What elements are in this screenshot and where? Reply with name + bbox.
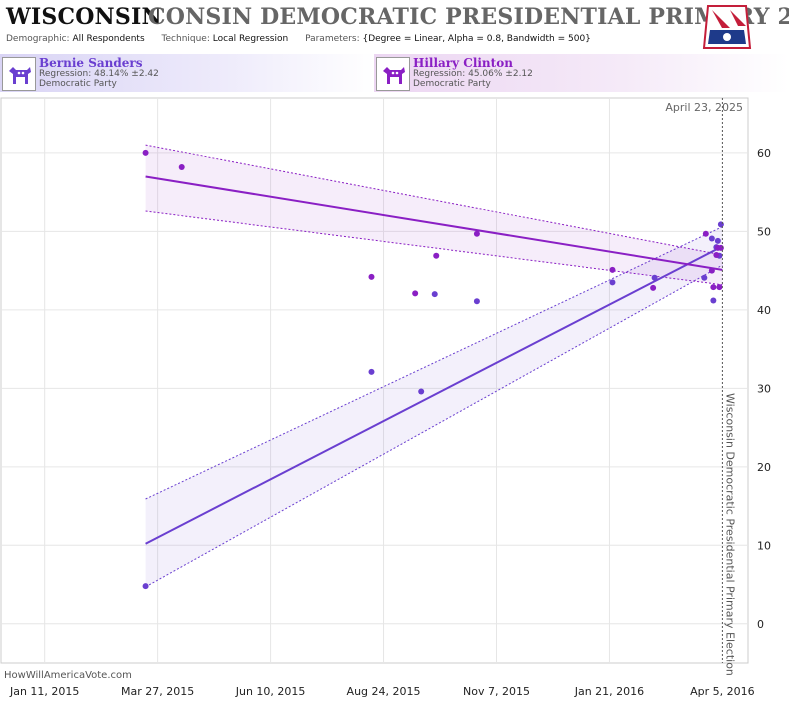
x-tick-label: Jun 10, 2015 [235,685,306,698]
band-lower-line [145,210,723,286]
candidate-party: Democratic Party [413,79,491,89]
band-upper-line [145,144,723,256]
poll-point [710,284,717,291]
y-tick-label: 40 [757,304,771,317]
candidate-card-sanders: Bernie Sanders Regression: 48.14% ±2.42 … [0,54,375,92]
param-value-parameters: {Degree = Linear, Alpha = 0.8, Bandwidth… [362,34,591,44]
site-footer: HowWillAmericaVote.com [4,670,132,681]
poll-point [708,235,715,242]
x-tick-label: Mar 27, 2015 [121,685,194,698]
poll-point [142,583,149,590]
poll-point [702,230,709,237]
param-value-technique: Local Regression [212,34,289,44]
trend-line [145,245,723,545]
poll-point [717,244,724,251]
candidate-name: Bernie Sanders [39,56,143,70]
param-value-demographic: All Respondents [72,34,145,44]
poll-point [368,273,375,280]
candidate-regression: Regression: 48.14% ±2.42 [39,69,159,79]
poll-point [473,230,480,237]
poll-point [651,274,658,281]
candidate-regression: Regression: 45.06% ±2.12 [413,69,533,79]
title-state: WISCONSIN [6,4,162,30]
x-tick-label: Apr 5, 2016 [690,685,755,698]
param-key-parameters: Parameters: [305,34,360,44]
confidence-band [145,145,723,285]
title-race: CONSIN DEMOCRATIC PRESIDENTIAL PRIMARY 2… [148,4,789,30]
polling-chart: Jan 11, 2015 Mar 27, 2015 Jun 10, 2015 Aug … [0,97,771,698]
poll-point [701,274,708,281]
y-tick-label: 0 [757,618,764,631]
y-tick-label: 30 [757,382,771,395]
site-logo [702,5,752,49]
poll-point [142,149,149,156]
y-tick-label: 60 [757,147,771,160]
poll-point [609,279,616,286]
plot-area [0,97,749,664]
candidate-party: Democratic Party [39,79,117,89]
x-tick-label: Jan 21, 2016 [574,685,644,698]
trend-line [145,175,723,271]
y-tick-label: 10 [757,539,771,552]
poll-point [368,368,375,375]
poll-point [710,297,717,304]
confidence-band [145,226,723,587]
poll-point [431,291,438,298]
x-tick-label: Jan 11, 2015 [9,685,79,698]
candidate-card-clinton: Hillary Clinton Regression: 45.06% ±2.12… [374,54,789,92]
poll-point [716,284,723,291]
param-key-demographic: Demographic: [6,34,70,44]
poll-point [713,251,720,258]
donkey-icon [376,57,410,91]
poll-point [412,290,419,297]
chart-date-label: April 23, 2025 [665,101,743,114]
poll-point [714,237,721,244]
param-key-technique: Technique: [161,34,210,44]
poll-point [650,284,657,291]
poll-point [708,267,715,274]
parameters-line: Demographic: All Respondents Technique: … [6,34,605,44]
poll-point [418,388,425,395]
election-day-label: Wisconsin Democratic Presidential Primar… [723,393,736,676]
title-bar: WISCONSIN CONSIN DEMOCRATIC PRESIDENTIAL… [0,0,789,34]
poll-point [717,221,724,228]
poll-point [473,298,480,305]
candidate-name: Hillary Clinton [413,56,513,70]
poll-point [178,164,185,171]
y-tick-label: 20 [757,461,771,474]
poll-point [609,266,616,273]
poll-point [433,252,440,259]
x-tick-label: Aug 24, 2015 [347,685,421,698]
y-tick-label: 50 [757,225,771,238]
donkey-icon [2,57,36,91]
x-tick-label: Nov 7, 2015 [463,685,530,698]
